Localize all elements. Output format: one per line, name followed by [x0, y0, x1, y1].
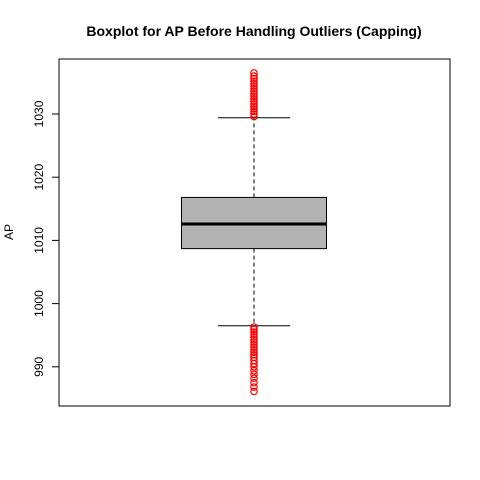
outlier [250, 105, 258, 113]
outlier [250, 348, 258, 357]
outlier [250, 89, 258, 98]
y-tick-label: 1010 [32, 227, 46, 254]
outlier [250, 110, 258, 118]
y-tick-label: 1020 [32, 164, 46, 191]
outlier [250, 87, 258, 96]
outlier [250, 374, 258, 382]
outlier [250, 107, 258, 116]
outlier [250, 366, 258, 375]
outlier [250, 97, 258, 106]
outlier [250, 92, 258, 101]
chart-title: Boxplot for AP Before Handling Outliers … [86, 23, 421, 39]
outlier [250, 84, 258, 93]
y-tick-label: 1000 [32, 290, 46, 317]
outlier [250, 378, 258, 387]
outlier [250, 72, 258, 80]
outlier [250, 100, 258, 108]
outlier [250, 74, 258, 83]
outlier [250, 340, 258, 349]
outlier [250, 343, 258, 352]
outlier [250, 328, 258, 336]
outlier [250, 323, 258, 331]
y-axis-label: AP [2, 224, 16, 240]
outlier [250, 351, 258, 359]
y-tick-label: 1030 [32, 100, 46, 127]
outlier [250, 95, 258, 103]
outlier [250, 325, 258, 334]
outlier [250, 383, 258, 391]
outlier [250, 333, 258, 341]
y-tick-label: 990 [32, 356, 46, 376]
outlier [250, 102, 258, 111]
outlier [250, 330, 258, 339]
outlier [250, 77, 258, 85]
outlier [250, 345, 258, 354]
outlier [250, 338, 258, 346]
outlier [250, 69, 258, 77]
outlier [250, 112, 258, 121]
outlier [250, 335, 258, 344]
outlier [250, 387, 258, 396]
outlier [250, 82, 258, 90]
outlier [250, 363, 258, 371]
outlier [250, 370, 258, 379]
outlier [250, 79, 258, 88]
